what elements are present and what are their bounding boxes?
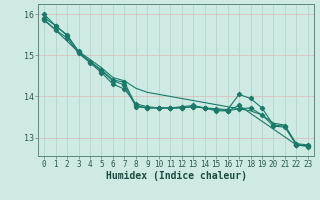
X-axis label: Humidex (Indice chaleur): Humidex (Indice chaleur) [106,171,246,181]
